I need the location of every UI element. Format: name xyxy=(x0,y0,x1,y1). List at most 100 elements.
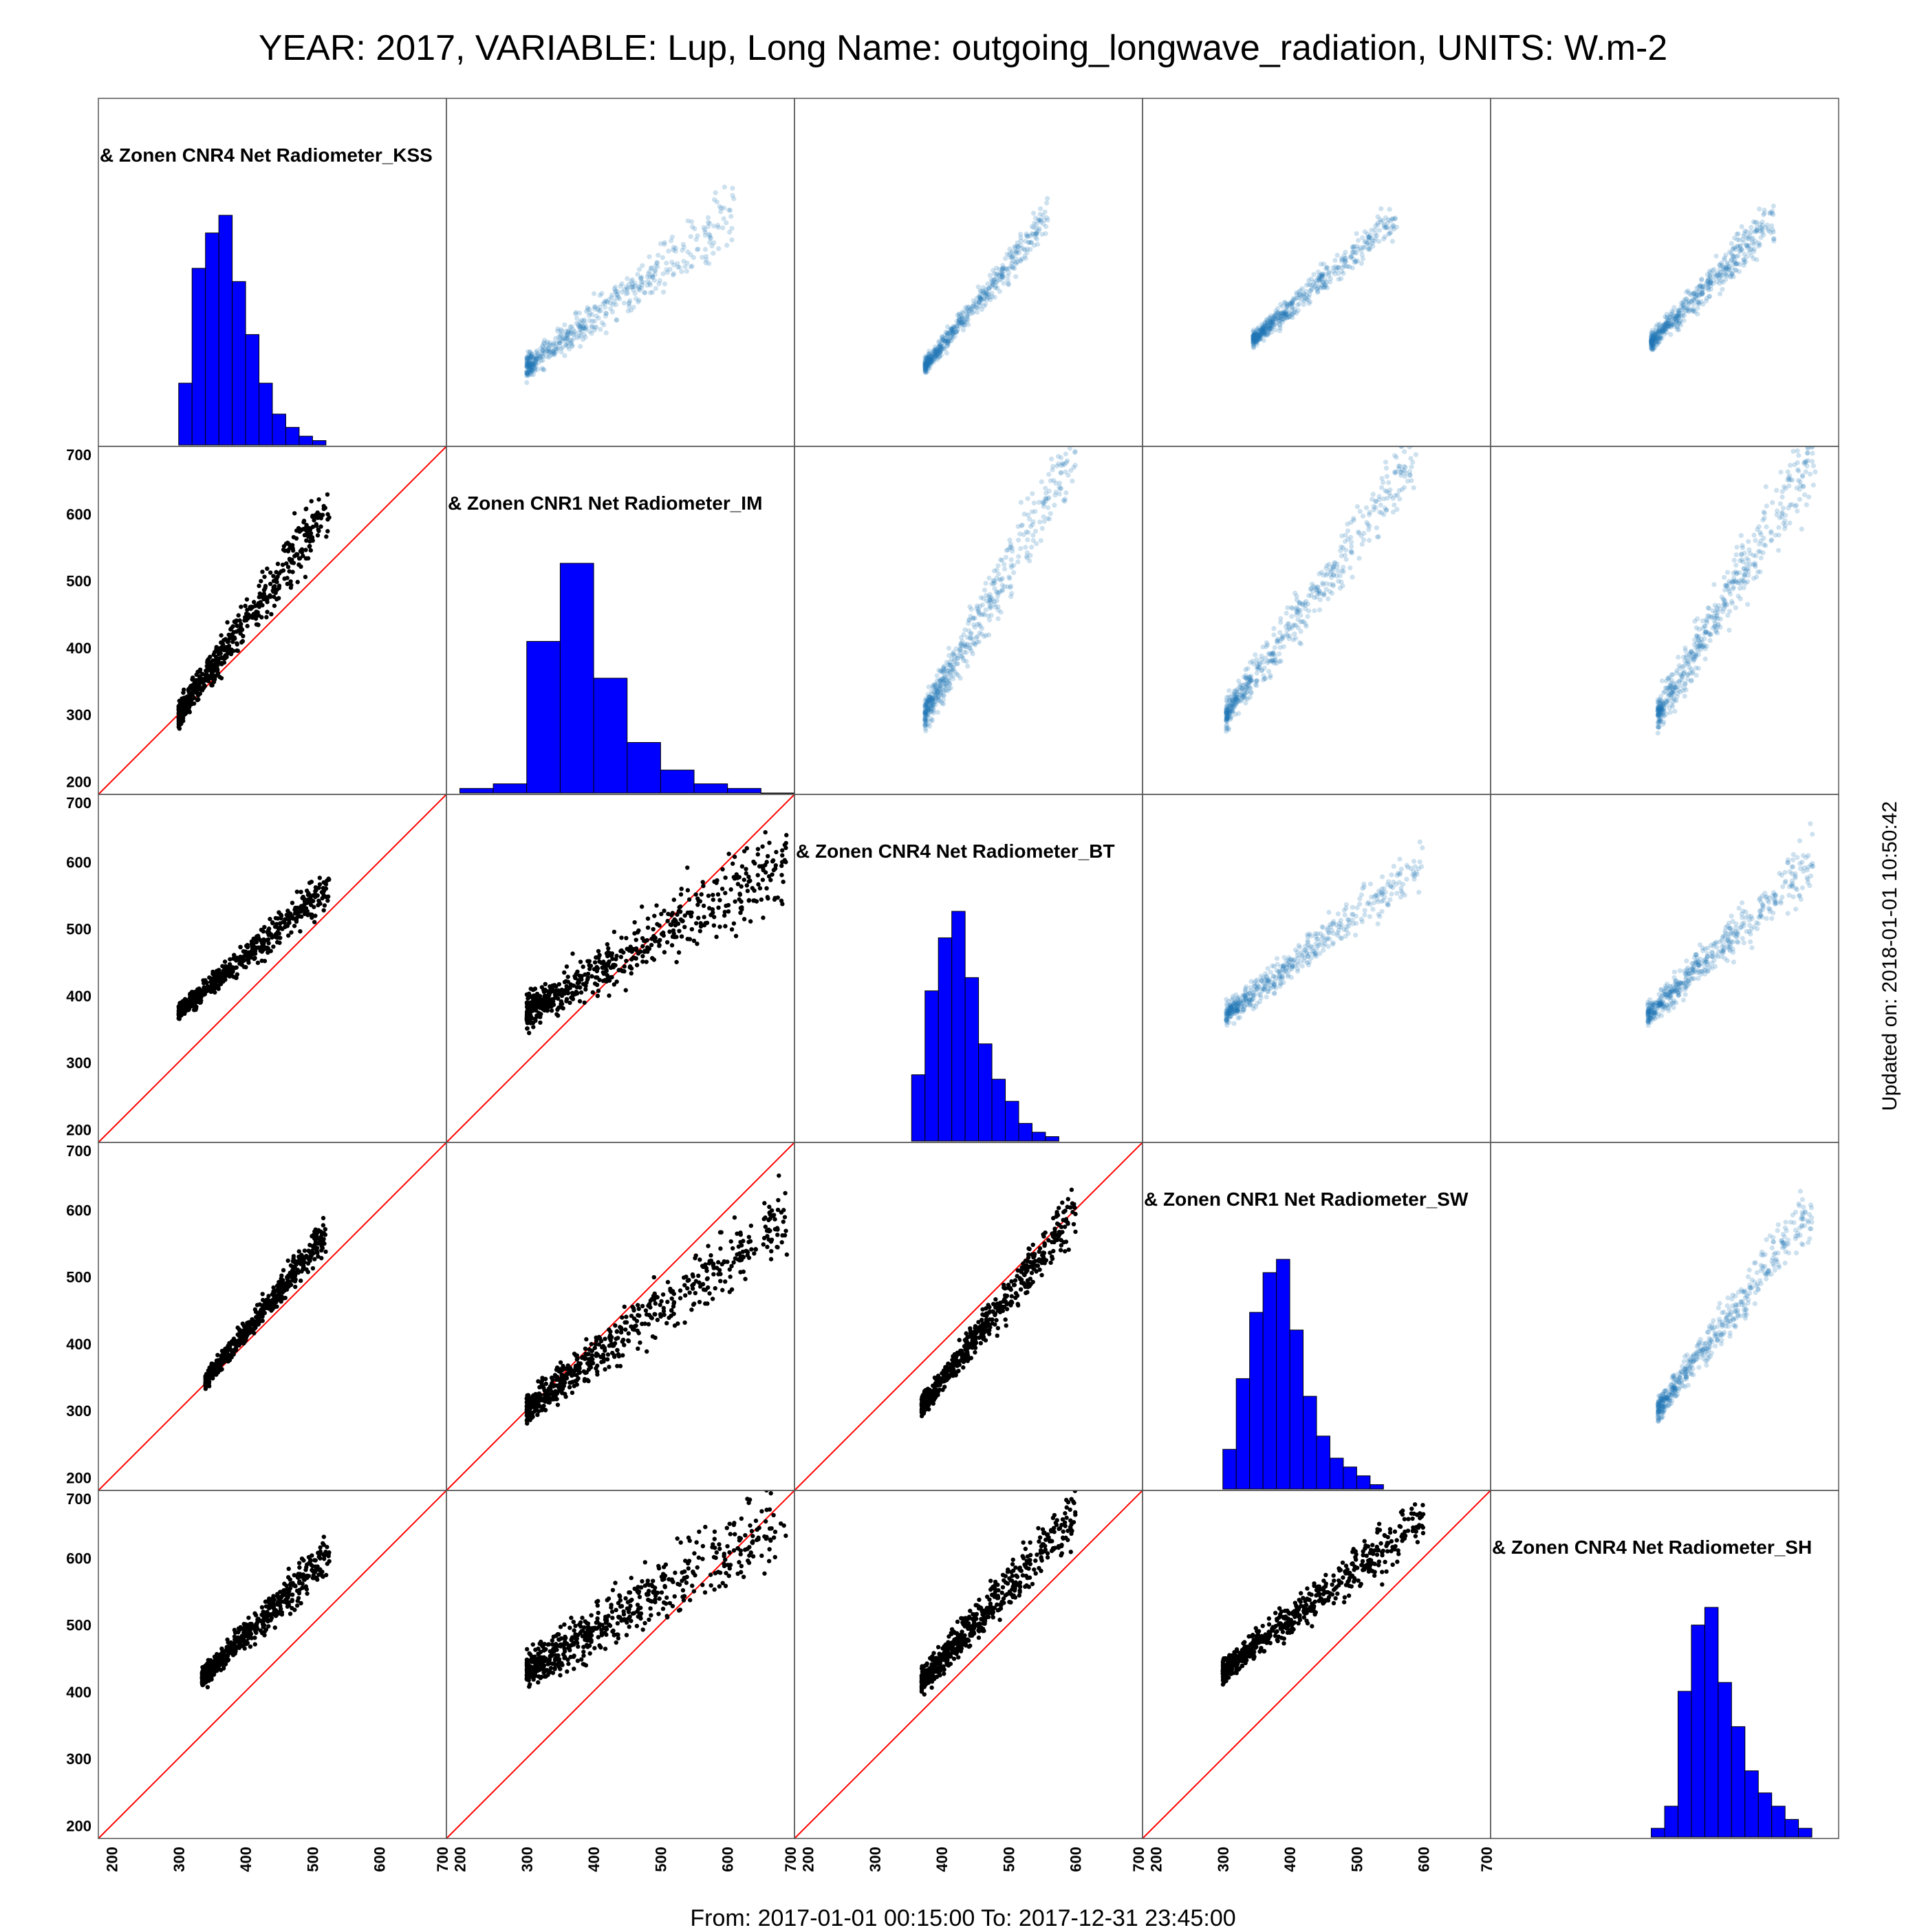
density-point xyxy=(528,362,533,368)
density-point xyxy=(709,243,715,249)
density-point xyxy=(572,329,577,334)
density-point xyxy=(1764,524,1769,530)
density-point xyxy=(1375,222,1381,228)
density-point xyxy=(1411,485,1416,490)
density-point xyxy=(922,717,928,722)
scatter-point xyxy=(313,889,318,893)
density-point xyxy=(1039,525,1045,531)
density-point xyxy=(1248,690,1254,696)
density-point xyxy=(1267,675,1273,680)
density-point xyxy=(530,360,536,365)
density-point xyxy=(1388,230,1394,235)
density-point xyxy=(929,358,935,363)
density-point xyxy=(1044,200,1050,206)
density-point xyxy=(1383,507,1389,513)
density-point xyxy=(1284,305,1290,310)
density-point xyxy=(922,721,928,728)
density-point xyxy=(1366,538,1372,543)
density-point xyxy=(942,687,947,693)
density-point xyxy=(1008,563,1014,568)
density-point xyxy=(1245,682,1251,688)
density-point xyxy=(1259,329,1265,334)
density-point xyxy=(1660,323,1665,329)
scatter-point xyxy=(188,1002,193,1007)
density-point xyxy=(1067,446,1072,451)
density-point xyxy=(935,694,942,699)
scatter-point xyxy=(243,603,248,609)
density-point xyxy=(1691,308,1696,314)
density-point xyxy=(1667,684,1673,689)
density-point xyxy=(924,709,929,715)
density-point xyxy=(1284,314,1290,320)
density-point xyxy=(1245,666,1251,671)
density-point xyxy=(625,290,631,296)
one-to-one-line xyxy=(98,446,446,794)
scatter-point xyxy=(190,677,195,682)
density-point xyxy=(1034,229,1039,235)
density-point xyxy=(1657,325,1663,331)
density-point xyxy=(923,711,929,717)
density-point xyxy=(922,365,928,370)
density-point xyxy=(937,354,942,359)
density-point xyxy=(922,702,928,708)
density-point xyxy=(1804,459,1809,464)
density-point xyxy=(597,304,603,310)
scatter-point xyxy=(318,901,323,907)
density-point xyxy=(530,372,536,378)
density-point xyxy=(1280,313,1286,318)
density-point xyxy=(1650,343,1656,349)
density-point xyxy=(1667,684,1673,691)
density-point xyxy=(1254,338,1259,343)
density-point xyxy=(1303,598,1309,605)
density-point xyxy=(1700,618,1705,624)
density-point xyxy=(1324,279,1330,285)
density-point xyxy=(927,357,932,363)
density-point xyxy=(1331,565,1337,570)
density-point xyxy=(1676,654,1681,660)
density-point xyxy=(1343,556,1349,562)
density-point xyxy=(954,328,960,334)
density-point xyxy=(1288,314,1293,319)
density-point xyxy=(1676,313,1682,318)
density-point xyxy=(1017,250,1022,256)
density-point xyxy=(560,336,566,342)
density-point xyxy=(1782,523,1788,528)
density-point xyxy=(598,308,603,314)
scatter-point xyxy=(225,973,230,978)
scatter-point xyxy=(245,624,250,629)
density-point xyxy=(1000,275,1006,281)
density-point xyxy=(925,355,931,360)
density-point xyxy=(704,254,709,259)
density-point xyxy=(1295,295,1300,301)
density-point xyxy=(1005,584,1010,589)
density-point xyxy=(1376,534,1381,539)
density-point xyxy=(1685,673,1690,678)
density-point xyxy=(527,368,532,373)
scatter-point xyxy=(262,574,267,579)
density-point xyxy=(953,329,959,335)
density-point xyxy=(927,366,932,371)
density-point xyxy=(1273,308,1279,314)
scatter-point xyxy=(607,993,612,998)
density-point xyxy=(1226,706,1231,712)
density-point xyxy=(922,709,928,715)
scatter-point xyxy=(622,964,627,969)
density-point xyxy=(1757,530,1763,535)
scatter-point xyxy=(299,889,303,895)
density-point xyxy=(1674,324,1680,330)
density-point xyxy=(1729,271,1735,276)
density-point xyxy=(1264,644,1269,649)
density-point xyxy=(603,330,609,336)
density-point xyxy=(1707,631,1712,637)
density-point xyxy=(1028,523,1033,529)
density-point xyxy=(944,332,950,338)
density-point xyxy=(1658,709,1664,715)
density-point xyxy=(923,367,929,373)
density-point xyxy=(948,663,954,669)
density-point xyxy=(1358,246,1363,251)
density-point xyxy=(929,695,935,701)
density-point xyxy=(1769,210,1775,216)
density-point xyxy=(1732,259,1738,264)
density-point xyxy=(1731,261,1736,266)
scatter-point xyxy=(771,867,777,873)
